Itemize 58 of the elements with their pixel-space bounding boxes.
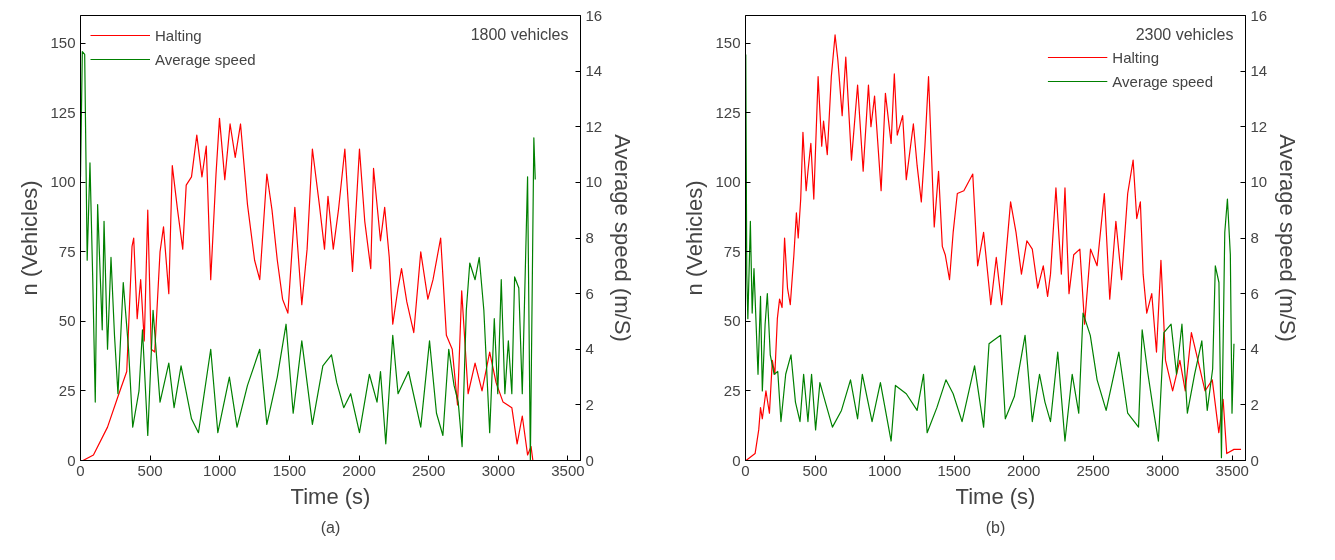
y2-tick-label: 2 — [585, 395, 594, 413]
y2-tick-label: 4 — [1250, 340, 1259, 358]
x-tick-label: 1500 — [937, 461, 971, 479]
y-tick-label: 75 — [723, 242, 741, 260]
x-tick-label: 2000 — [342, 461, 376, 479]
x-tick-label: 500 — [137, 461, 163, 479]
y-tick-label: 100 — [715, 173, 741, 191]
y-axis-title: n (Vehicles) — [17, 180, 43, 296]
x-tick-label: 2500 — [1076, 461, 1110, 479]
y2-axis-title: Average speed (m/S) — [1275, 134, 1301, 342]
x-tick-label: 1000 — [203, 461, 237, 479]
y2-tick-label: 6 — [1250, 284, 1259, 302]
x-axis-title: Time (s) — [955, 483, 1036, 509]
y-tick-label: 150 — [715, 34, 741, 52]
y2-axis-title: Average speed (m/S) — [610, 134, 636, 342]
legend-label: Average speed — [155, 50, 256, 68]
y-tick-label: 125 — [715, 103, 741, 121]
y-tick-label: 150 — [50, 34, 76, 52]
y-tick-label: 50 — [723, 312, 741, 330]
x-axis-title: Time (s) — [290, 483, 371, 509]
y2-tick-label: 6 — [585, 284, 594, 302]
y-tick-label: 25 — [58, 381, 76, 399]
line-series — [82, 117, 534, 461]
x-tick-label: 500 — [802, 461, 828, 479]
annotation: 1800 vehicles — [470, 25, 569, 43]
x-tick-label: 2500 — [412, 461, 446, 479]
x-tick-label: 3500 — [551, 461, 585, 479]
annotation: 2300 vehicles — [1135, 25, 1234, 43]
legend-label: Halting — [1112, 48, 1160, 66]
y2-tick-label: 8 — [1250, 229, 1259, 246]
x-tick-label: 1500 — [272, 461, 307, 479]
y-tick-label: 50 — [58, 312, 76, 330]
legend-label: Halting — [155, 26, 202, 44]
x-tick-label: 2000 — [1006, 461, 1041, 479]
y2-tick-label: 12 — [1250, 117, 1268, 135]
x-tick-label: 3000 — [481, 461, 516, 479]
y-tick-label: 25 — [723, 381, 741, 399]
y2-tick-label: 14 — [585, 62, 603, 80]
y2-tick-label: 16 — [585, 6, 603, 24]
y2-tick-label: 10 — [585, 173, 603, 191]
line-series — [80, 51, 536, 461]
y2-tick-label: 14 — [1250, 62, 1268, 80]
x-tick-label: 3000 — [1146, 461, 1180, 479]
x-tick-label: 1000 — [867, 461, 902, 479]
y-tick-label: 100 — [50, 173, 76, 191]
legend-label: Average speed — [1112, 72, 1213, 90]
y2-tick-label: 10 — [1250, 173, 1268, 191]
text: (a) — [320, 518, 341, 536]
y2-tick-label: 12 — [585, 117, 603, 135]
y2-tick-label: 4 — [585, 340, 594, 358]
y-axis-title: n (Vehicles) — [682, 180, 708, 296]
y-tick-label: 75 — [58, 242, 76, 260]
x-tick-label: 3500 — [1215, 461, 1249, 479]
y2-tick-label: 8 — [585, 229, 594, 246]
y2-tick-label: 16 — [1250, 6, 1268, 24]
y-tick-label: 125 — [50, 103, 76, 121]
text: (b) — [985, 518, 1006, 536]
y2-tick-label: 2 — [1250, 395, 1259, 413]
